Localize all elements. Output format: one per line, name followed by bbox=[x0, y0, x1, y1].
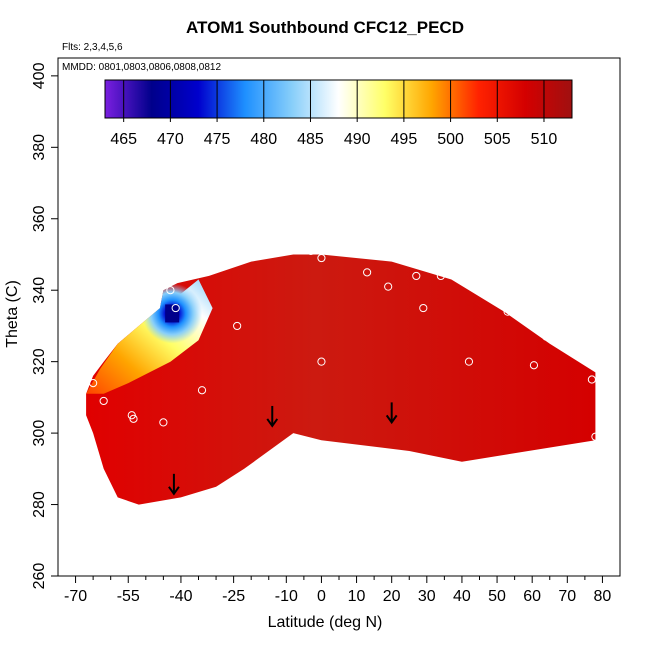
down-arrow-icon bbox=[266, 405, 279, 428]
x-tick-label: -70 bbox=[64, 588, 87, 605]
x-tick-label: 30 bbox=[418, 588, 436, 605]
x-tick-label: 20 bbox=[383, 588, 401, 605]
y-tick-label: 280 bbox=[31, 491, 48, 518]
arrow-markers bbox=[168, 402, 398, 496]
x-tick-label: 40 bbox=[453, 588, 471, 605]
data-field bbox=[86, 254, 596, 505]
x-tick-label: -40 bbox=[169, 588, 192, 605]
observation-point bbox=[159, 418, 168, 427]
observation-point bbox=[317, 357, 326, 366]
observation-point bbox=[233, 321, 242, 331]
observation-point bbox=[542, 332, 551, 341]
observation-point bbox=[99, 396, 108, 406]
y-tick-label: 320 bbox=[31, 348, 48, 375]
x-tick-label: -25 bbox=[222, 588, 245, 605]
colorbar-tick-label: 500 bbox=[437, 131, 464, 148]
observation-point bbox=[89, 378, 98, 388]
colorbar-tick-label: 470 bbox=[157, 131, 184, 148]
colorbar-tick-label: 485 bbox=[297, 131, 324, 148]
y-tick-label: 260 bbox=[31, 563, 48, 590]
colorbar-tick-label: 505 bbox=[484, 131, 511, 148]
dates-note: MMDD: 0801,0803,0806,0808,0812 bbox=[62, 62, 222, 73]
observation-point bbox=[412, 271, 421, 281]
colorbar-tick-label: 495 bbox=[391, 131, 418, 148]
observation-point bbox=[363, 268, 372, 277]
y-axis: 260 280 300 320 340 360 380 400 bbox=[31, 62, 59, 590]
observation-point bbox=[197, 386, 207, 395]
flights-note: Flts: 2,3,4,5,6 bbox=[62, 42, 123, 53]
colorbar-tick-label: 465 bbox=[110, 131, 137, 148]
x-tick-label: -10 bbox=[275, 588, 298, 605]
observation-point bbox=[171, 303, 180, 313]
colorbar-tick-label: 510 bbox=[531, 131, 558, 148]
observation-point bbox=[436, 271, 445, 281]
observation-point bbox=[166, 286, 175, 295]
x-tick-label: 10 bbox=[348, 588, 366, 605]
observation-point bbox=[591, 432, 600, 441]
observation-point bbox=[587, 375, 597, 384]
x-tick-label: 50 bbox=[488, 588, 506, 605]
observation-points bbox=[89, 246, 600, 441]
arrow-head bbox=[266, 418, 279, 428]
x-axis-label: Latitude (deg N) bbox=[267, 614, 383, 631]
down-arrow-icon bbox=[385, 402, 398, 425]
x-axis: -70 -55 -40 -25 -10 0 10 20 30 40 50 60 70 80 bbox=[64, 575, 620, 605]
down-arrow-icon bbox=[168, 473, 180, 496]
observation-point bbox=[129, 414, 138, 423]
observation-point bbox=[419, 303, 428, 313]
y-tick-label: 400 bbox=[31, 62, 48, 89]
observation-point bbox=[306, 246, 315, 256]
x-tick-label: -55 bbox=[117, 588, 140, 605]
colorbar-bar bbox=[104, 79, 573, 119]
x-tick-label: 0 bbox=[317, 588, 326, 605]
arrow-head bbox=[168, 486, 180, 496]
field-region bbox=[86, 254, 596, 505]
y-tick-label: 340 bbox=[31, 277, 48, 304]
observation-point bbox=[317, 253, 326, 263]
y-tick-label: 300 bbox=[31, 420, 48, 447]
x-tick-label: 80 bbox=[594, 588, 612, 605]
arrow-head bbox=[385, 414, 398, 425]
chart-title: ATOM1 Southbound CFC12_PECD bbox=[186, 18, 464, 37]
colorbar-tick-label: 475 bbox=[204, 131, 231, 148]
observation-point bbox=[384, 282, 393, 291]
colorbar-tick-label: 480 bbox=[250, 131, 277, 148]
colorbar-tick-label: 490 bbox=[344, 131, 371, 148]
observation-point bbox=[503, 307, 512, 316]
y-tick-label: 360 bbox=[31, 205, 48, 232]
cold-core-center bbox=[165, 304, 180, 323]
x-tick-label: 70 bbox=[558, 588, 576, 605]
x-tick-label: 60 bbox=[523, 588, 541, 605]
colorbar: 465 470 475 480 485 490 495 500 505 510 bbox=[104, 79, 573, 148]
observation-point bbox=[464, 357, 474, 366]
y-tick-label: 380 bbox=[31, 134, 48, 161]
observation-point bbox=[529, 361, 539, 370]
